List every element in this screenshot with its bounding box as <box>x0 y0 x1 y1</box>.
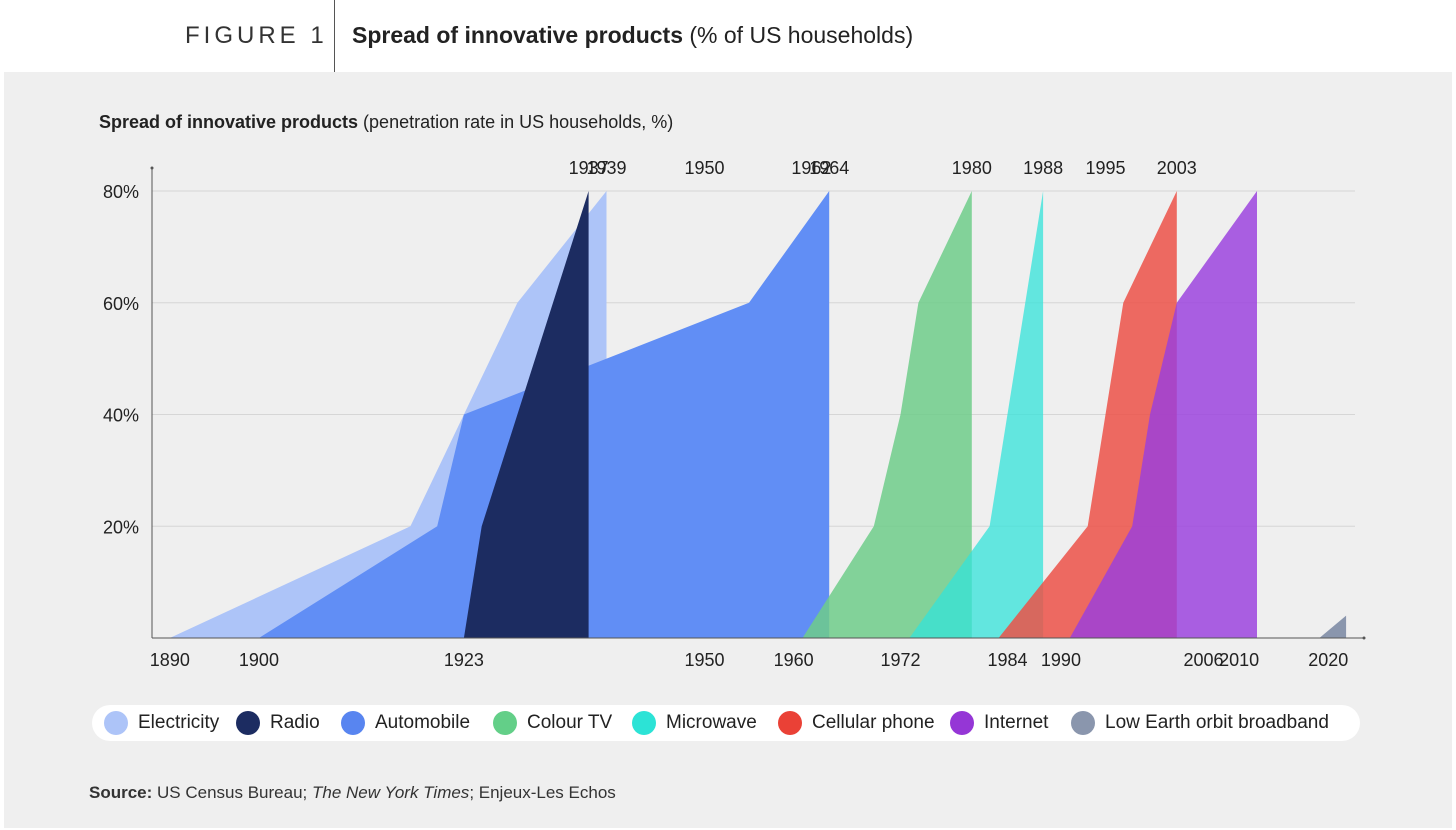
x-tick-label: 2020 <box>1308 650 1348 670</box>
legend-label: Internet <box>984 712 1049 733</box>
legend-label: Colour TV <box>527 712 613 733</box>
source-label: Source: <box>89 783 153 802</box>
x-tick-label: 1990 <box>1041 650 1081 670</box>
top-year-label: 1980 <box>952 158 992 178</box>
figure-title: Spread of innovative products (% of US h… <box>352 22 913 49</box>
legend-swatch <box>493 711 517 735</box>
top-year-label: 1988 <box>1023 158 1063 178</box>
legend-swatch <box>632 711 656 735</box>
legend-item: Cellular phone <box>778 711 935 735</box>
x-tick-label: 1984 <box>987 650 1027 670</box>
x-tick-label: 1923 <box>444 650 484 670</box>
legend-label: Cellular phone <box>812 712 935 733</box>
legend-swatch <box>950 711 974 735</box>
x-tick-label: 2006 <box>1183 650 1223 670</box>
legend-label: Automobile <box>375 712 471 733</box>
legend-item: Radio <box>236 711 320 735</box>
legend-swatch <box>778 711 802 735</box>
top-year-label: 1964 <box>809 158 849 178</box>
area-radio <box>463 191 589 638</box>
header-divider <box>334 0 335 72</box>
y-tick-label: 40% <box>103 406 139 426</box>
y-tick-label: 20% <box>103 517 139 537</box>
top-year-label: 1950 <box>684 158 724 178</box>
x-axis-end <box>1362 636 1366 640</box>
x-tick-label: 1890 <box>150 650 190 670</box>
chart-title-rest: (penetration rate in US households, %) <box>358 112 674 132</box>
y-tick-label: 80% <box>103 182 139 202</box>
top-year-label: 1937 <box>569 158 609 178</box>
legend-swatch <box>104 711 128 735</box>
legend-swatch <box>236 711 260 735</box>
chart-title: Spread of innovative products (penetrati… <box>99 112 673 133</box>
top-year-label: 1995 <box>1085 158 1125 178</box>
legend-item: Automobile <box>341 711 470 735</box>
figure-title-bold: Spread of innovative products <box>352 22 683 48</box>
top-year-label: 2003 <box>1157 158 1197 178</box>
source-part1: US Census Bureau; <box>152 783 312 802</box>
legend-label: Low Earth orbit broadband <box>1105 712 1329 733</box>
source-part2: ; Enjeux-Les Echos <box>469 783 616 802</box>
figure-header: FIGURE 1 Spread of innovative products (… <box>0 0 1456 72</box>
y-tick-label: 60% <box>103 294 139 314</box>
legend-item: Low Earth orbit broadband <box>1071 711 1329 735</box>
y-axis-end <box>150 166 154 170</box>
area-low-earth-orbit-broadband <box>1319 615 1347 638</box>
legend-label: Microwave <box>666 712 757 733</box>
legend: Electricity Radio Automobile Colour TV Micro… <box>92 705 1360 741</box>
x-tick-label: 1950 <box>684 650 724 670</box>
top-year-label: 1939 <box>586 158 626 178</box>
x-tick-label: 1972 <box>881 650 921 670</box>
legend-item: Electricity <box>104 711 219 735</box>
area-internet <box>1069 191 1257 638</box>
legend-swatch <box>341 711 365 735</box>
area-chart: 20% 40% 60% 80% 1890 1900 1923 1950 1960 1972 1984… <box>103 158 1366 670</box>
x-tick-label: 1900 <box>239 650 279 670</box>
legend-item: Microwave <box>632 711 757 735</box>
x-tick-label: 2010 <box>1219 650 1259 670</box>
figure-label: FIGURE 1 <box>185 22 328 49</box>
area-microwave <box>909 191 1044 638</box>
source-italic: The New York Times <box>312 783 470 802</box>
x-tick-label: 1960 <box>774 650 814 670</box>
chart-title-bold: Spread of innovative products <box>99 112 359 132</box>
legend-item: Colour TV <box>493 711 612 735</box>
source-note: Source: US Census Bureau; The New York T… <box>89 783 616 803</box>
top-year-label: 1962 <box>791 158 831 178</box>
figure-title-rest: (% of US households) <box>683 22 914 48</box>
legend-swatch <box>1071 711 1095 735</box>
legend-label: Radio <box>270 712 320 733</box>
legend-item: Internet <box>950 711 1048 735</box>
area-colour-tv <box>802 191 972 638</box>
legend-label: Electricity <box>138 712 220 733</box>
